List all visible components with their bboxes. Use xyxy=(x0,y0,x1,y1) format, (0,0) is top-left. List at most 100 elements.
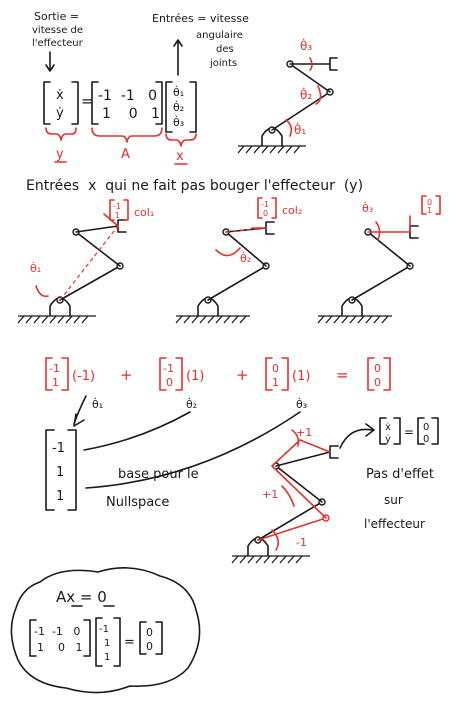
combo-theta2-curve xyxy=(83,411,191,451)
nullspace-entry-3: 1 xyxy=(56,489,64,504)
col3-link-2 xyxy=(367,231,411,267)
col3-vector-brackets xyxy=(421,195,441,215)
robot-nullspace: +1 +1 -1 xyxy=(231,423,375,564)
summary-equation: Ax = 0 xyxy=(56,588,107,606)
brace-y xyxy=(45,127,77,141)
col1-label: col₁ xyxy=(134,206,154,219)
nullspace-label-line1: base pour le xyxy=(118,467,199,482)
summary-equals: = xyxy=(124,635,135,650)
combo-vec1-bottom: 1 xyxy=(52,376,59,389)
combo-theta2: θ̇₂ xyxy=(186,397,197,411)
input-label: Entrées = vitesse angulaire des joints xyxy=(152,12,249,69)
col1-angle-label: θ̇₁ xyxy=(30,261,41,275)
robot3-arc-2 xyxy=(281,485,295,507)
col3-end-effector xyxy=(409,225,419,239)
combo-result-brackets xyxy=(367,357,391,391)
input-arrow-head xyxy=(173,39,183,47)
robot-angle-arc-3 xyxy=(309,57,313,71)
effect-text-line1: Pas d'effet xyxy=(366,467,434,482)
robot3-ground-hatch xyxy=(231,555,303,564)
robot-col3: θ̇₃ 0 1 xyxy=(317,195,441,324)
input-vector-theta3: θ̇₃ xyxy=(173,115,184,129)
robot3-arc-1 xyxy=(291,429,300,447)
combo-equals: = xyxy=(336,366,349,384)
output-vector-right-bracket xyxy=(71,81,79,125)
robot-angle-label-2: θ̇₂ xyxy=(300,87,312,102)
output-arrow-head xyxy=(45,64,55,72)
summary-vector-3: 1 xyxy=(104,652,110,663)
summary-matrix-row2: 1 0 1 xyxy=(37,641,82,654)
input-label-line2: angulaire xyxy=(196,30,243,41)
robot3-pointer-head xyxy=(365,423,375,437)
output-label-line1: Sortie = xyxy=(34,10,79,23)
col1-link-3 xyxy=(75,225,119,233)
velocity-vector-brackets xyxy=(379,417,401,445)
summary-matrix: -1 -1 0 1 0 1 xyxy=(29,619,91,657)
matrix-A: -1 -1 0 1 0 1 xyxy=(91,81,163,125)
col3-vector-top: 0 xyxy=(427,198,432,207)
effect-text-line3: l'effecteur xyxy=(364,517,425,531)
summary-result-top: 0 xyxy=(146,626,153,639)
col2-vector-top: -1 xyxy=(261,200,269,209)
velocity-result: ẋ ẏ = 0 0 xyxy=(379,417,439,445)
combo-theta1-arrow-head xyxy=(73,413,85,427)
combo-result-top: 0 xyxy=(374,362,381,375)
robot3-red-link-3 xyxy=(271,439,301,467)
brace-A xyxy=(91,127,163,143)
output-vector-xdot: ẋ xyxy=(56,88,64,103)
summary-vector-2: 1 xyxy=(104,638,110,649)
robot-angle-label-1: θ̇₁ xyxy=(294,122,306,137)
brace-label-A: A xyxy=(121,147,130,162)
summary-cloud xyxy=(10,567,201,694)
summary-result-brackets xyxy=(139,621,163,655)
col2-link-1 xyxy=(207,265,267,301)
input-vector-right-bracket xyxy=(189,81,197,133)
combo-coef2: (1) xyxy=(186,369,204,384)
robot-link-2 xyxy=(289,63,331,93)
robot3-red-link-2 xyxy=(271,465,327,519)
robot3-label-bottom: -1 xyxy=(296,536,307,549)
combo-theta3-curve xyxy=(85,411,301,489)
col2-vector-bottom: 0 xyxy=(263,209,268,218)
robot3-link-2 xyxy=(275,465,323,503)
brace-label-x: x xyxy=(176,149,184,164)
col3-angle-label: θ̇₃ xyxy=(362,201,373,215)
robot-col1: θ̇₁ -1 1 col₁ xyxy=(17,199,154,324)
combo-coef3: (1) xyxy=(292,369,310,384)
summary-vector-1: -1 xyxy=(99,624,109,635)
equals-sign: = xyxy=(81,92,94,110)
col3-vector-bottom: 1 xyxy=(427,206,432,215)
col2-vector-brackets xyxy=(257,197,277,219)
combo-plus2: + xyxy=(236,366,249,384)
combo-coef1: (-1) xyxy=(72,369,95,384)
col2-ground-hatch xyxy=(175,315,247,324)
combo-theta-labels: θ̇₁ θ̇₂ θ̇₃ xyxy=(73,395,307,489)
output-vector: ẋ ẏ xyxy=(43,81,79,125)
effect-text-line2: sur xyxy=(384,493,403,507)
velocity-equals: = xyxy=(404,425,414,439)
col1-end-effector xyxy=(117,219,127,233)
robot-end-effector xyxy=(329,57,338,71)
robot3-red-link-4 xyxy=(299,439,331,453)
col1-link-1 xyxy=(59,265,121,301)
input-label-line3: des xyxy=(216,44,234,55)
col3-angle-arc xyxy=(375,221,381,241)
col1-link-2 xyxy=(75,231,121,267)
col2-end-effector xyxy=(265,221,275,235)
velocity-result-top: 0 xyxy=(423,422,429,433)
summary-matrix-brackets xyxy=(29,619,91,657)
combo-theta3: θ̇₃ xyxy=(296,397,307,411)
col2-angle-label: θ̇₂ xyxy=(240,251,251,265)
summary-result: 0 0 xyxy=(139,621,163,655)
combination-row: -1 1 (-1) + -1 0 (1) + 0 1 (1) = 0 0 xyxy=(45,357,391,391)
combo-vec1-brackets xyxy=(45,357,69,391)
col2-link-2 xyxy=(225,231,267,267)
velocity-ydot: ẏ xyxy=(385,434,391,445)
input-label-line1: Entrées = vitesse xyxy=(152,12,249,25)
output-label-line2: vitesse de xyxy=(32,25,83,36)
robot-angle-arc-2 xyxy=(315,85,322,105)
section-heading: Entrées x qui ne fait pas bouger l'effec… xyxy=(26,178,363,194)
matrix-A-left-bracket xyxy=(91,81,99,125)
robot3-link-3 xyxy=(275,451,331,467)
